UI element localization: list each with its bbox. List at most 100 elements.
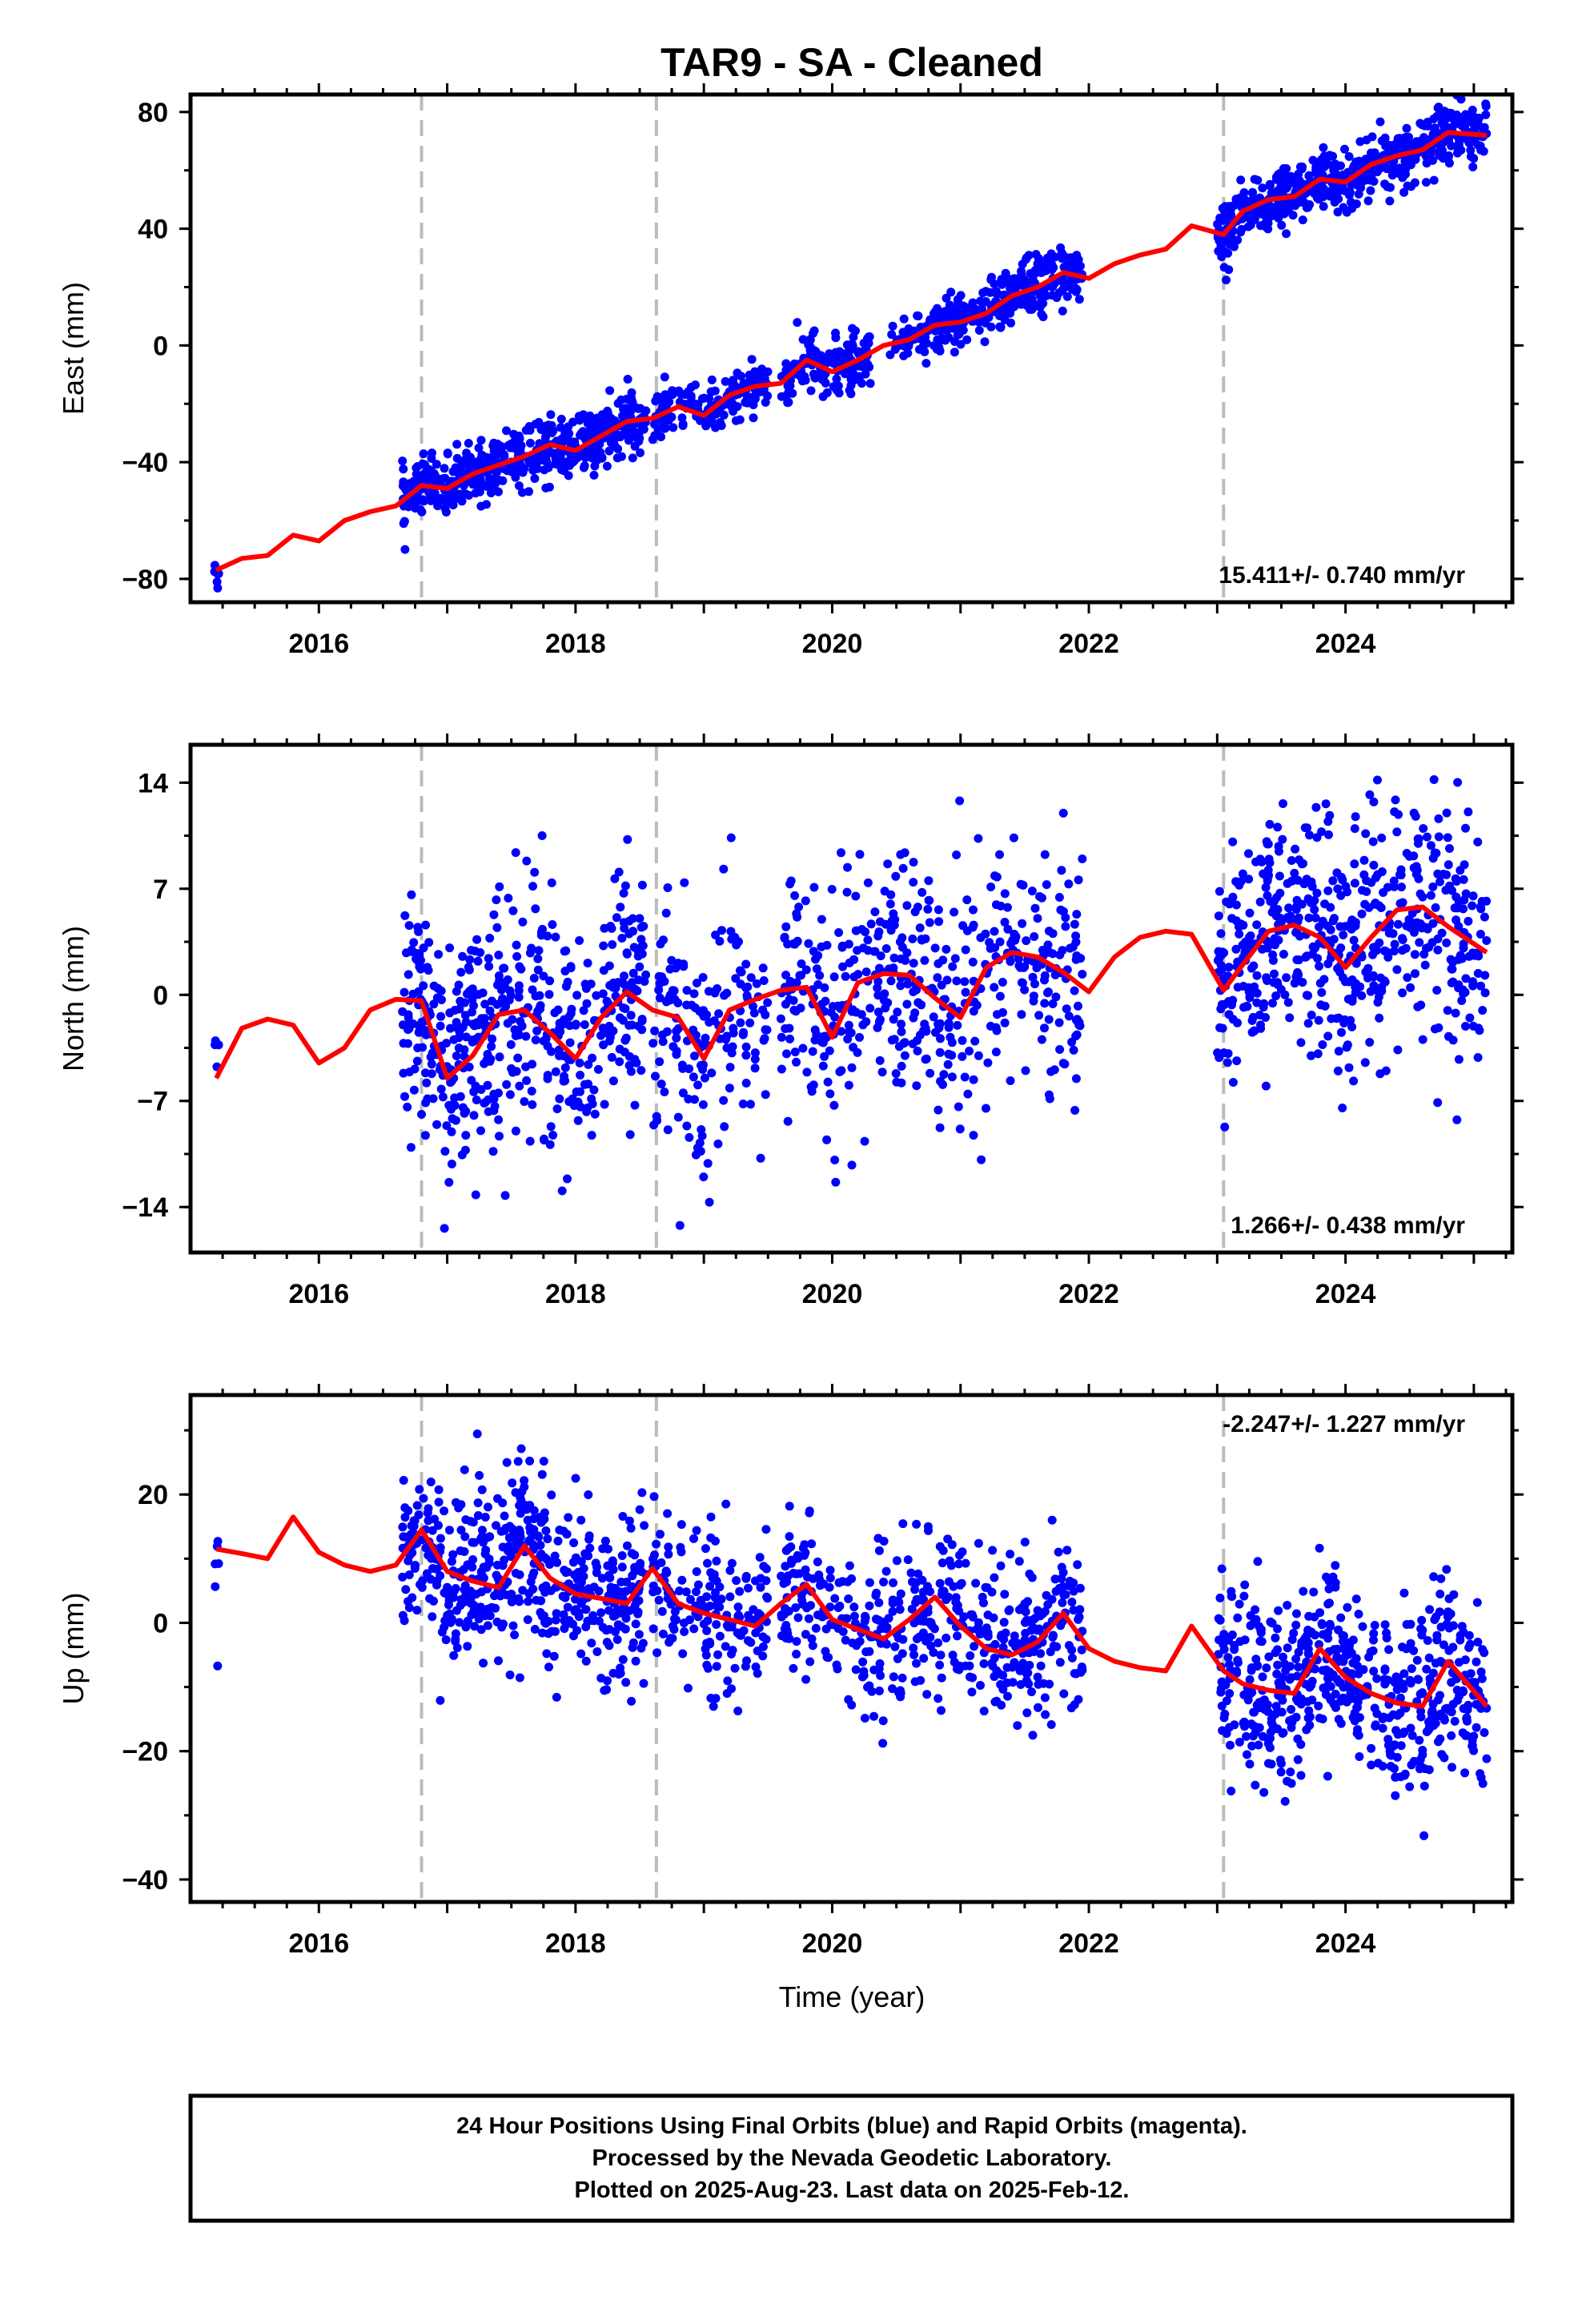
data-point <box>908 1577 917 1586</box>
data-point <box>1009 833 1018 842</box>
data-point <box>455 1004 464 1014</box>
data-point <box>1074 1695 1083 1704</box>
data-point <box>874 1615 883 1625</box>
data-point <box>436 493 446 503</box>
data-point <box>1054 1018 1064 1027</box>
data-point <box>743 1636 753 1646</box>
data-point <box>1379 888 1388 897</box>
data-point <box>575 936 584 945</box>
data-point <box>698 973 708 982</box>
data-point <box>529 1506 539 1515</box>
data-point <box>1407 182 1415 191</box>
data-point <box>1223 1653 1233 1663</box>
data-point <box>741 1042 751 1051</box>
data-point <box>476 501 486 511</box>
data-point <box>986 1021 995 1031</box>
data-point <box>1312 193 1322 203</box>
data-point <box>960 1072 970 1082</box>
data-point <box>1337 1027 1346 1037</box>
data-point <box>1072 910 1082 919</box>
data-point <box>995 850 1004 859</box>
data-point <box>829 972 839 982</box>
data-point <box>1236 175 1246 185</box>
data-point <box>566 962 576 971</box>
data-point <box>1371 899 1380 908</box>
data-point <box>825 1582 834 1592</box>
data-point <box>580 1549 590 1558</box>
data-point <box>528 1571 537 1581</box>
data-point <box>485 1006 495 1015</box>
data-point <box>1350 859 1359 869</box>
data-point <box>417 1582 427 1592</box>
data-point <box>1397 883 1406 892</box>
north-x-tick-label: 2016 <box>288 1279 349 1309</box>
data-point <box>672 1027 681 1036</box>
data-point <box>783 939 793 949</box>
data-point <box>823 1077 833 1087</box>
data-point <box>741 1051 751 1060</box>
data-point <box>1319 975 1329 984</box>
data-point <box>536 1001 545 1011</box>
data-point <box>953 1631 962 1641</box>
data-point <box>909 1650 918 1659</box>
data-point <box>786 1542 796 1551</box>
data-point <box>461 1017 471 1027</box>
data-point <box>701 1544 710 1554</box>
data-point <box>1434 103 1443 112</box>
data-point <box>752 979 761 988</box>
data-point <box>1227 237 1236 247</box>
data-point <box>781 922 791 931</box>
data-point <box>1223 1049 1233 1059</box>
data-point <box>1033 1672 1042 1682</box>
data-point <box>484 1621 492 1630</box>
data-point <box>528 1100 537 1109</box>
data-point <box>1333 207 1343 217</box>
data-point <box>1250 175 1259 184</box>
data-point <box>1362 135 1371 145</box>
data-point <box>500 1511 509 1521</box>
data-point <box>542 425 552 435</box>
data-point <box>712 1662 721 1671</box>
data-point <box>525 1456 535 1466</box>
data-point <box>1217 252 1227 262</box>
east-x-tick-label: 2024 <box>1315 629 1376 659</box>
data-point <box>1340 144 1349 154</box>
data-point <box>1305 830 1314 840</box>
data-point <box>628 1605 637 1614</box>
data-point <box>711 1588 720 1598</box>
data-point <box>573 1116 583 1125</box>
data-point <box>535 991 544 1000</box>
data-point <box>1342 1043 1351 1052</box>
data-point <box>560 1593 570 1602</box>
data-point <box>705 394 714 404</box>
data-point <box>553 1536 563 1546</box>
data-point <box>785 1532 794 1542</box>
data-point <box>925 918 934 927</box>
chart-title: TAR9 - SA - Cleaned <box>661 40 1043 85</box>
data-point <box>732 940 741 950</box>
data-point <box>1291 905 1301 915</box>
data-point <box>1434 814 1443 823</box>
data-point <box>1060 1059 1070 1069</box>
data-point <box>530 474 540 483</box>
data-point <box>473 956 483 966</box>
data-point <box>416 955 425 965</box>
data-point <box>1002 1663 1012 1672</box>
data-point <box>441 1635 451 1645</box>
data-point <box>1380 1679 1390 1689</box>
data-point <box>421 920 431 930</box>
data-point <box>930 1624 939 1634</box>
data-point <box>423 1094 432 1104</box>
data-point <box>714 1009 724 1019</box>
data-point <box>1245 1759 1255 1769</box>
data-point <box>761 1090 770 1100</box>
data-point <box>1283 998 1293 1007</box>
data-point <box>617 1551 627 1560</box>
data-point <box>524 1597 533 1606</box>
data-point <box>622 394 632 404</box>
data-point <box>754 1609 763 1618</box>
data-point <box>432 1120 442 1129</box>
data-point <box>1347 924 1356 934</box>
data-point <box>663 1509 673 1518</box>
data-point <box>902 999 912 1009</box>
